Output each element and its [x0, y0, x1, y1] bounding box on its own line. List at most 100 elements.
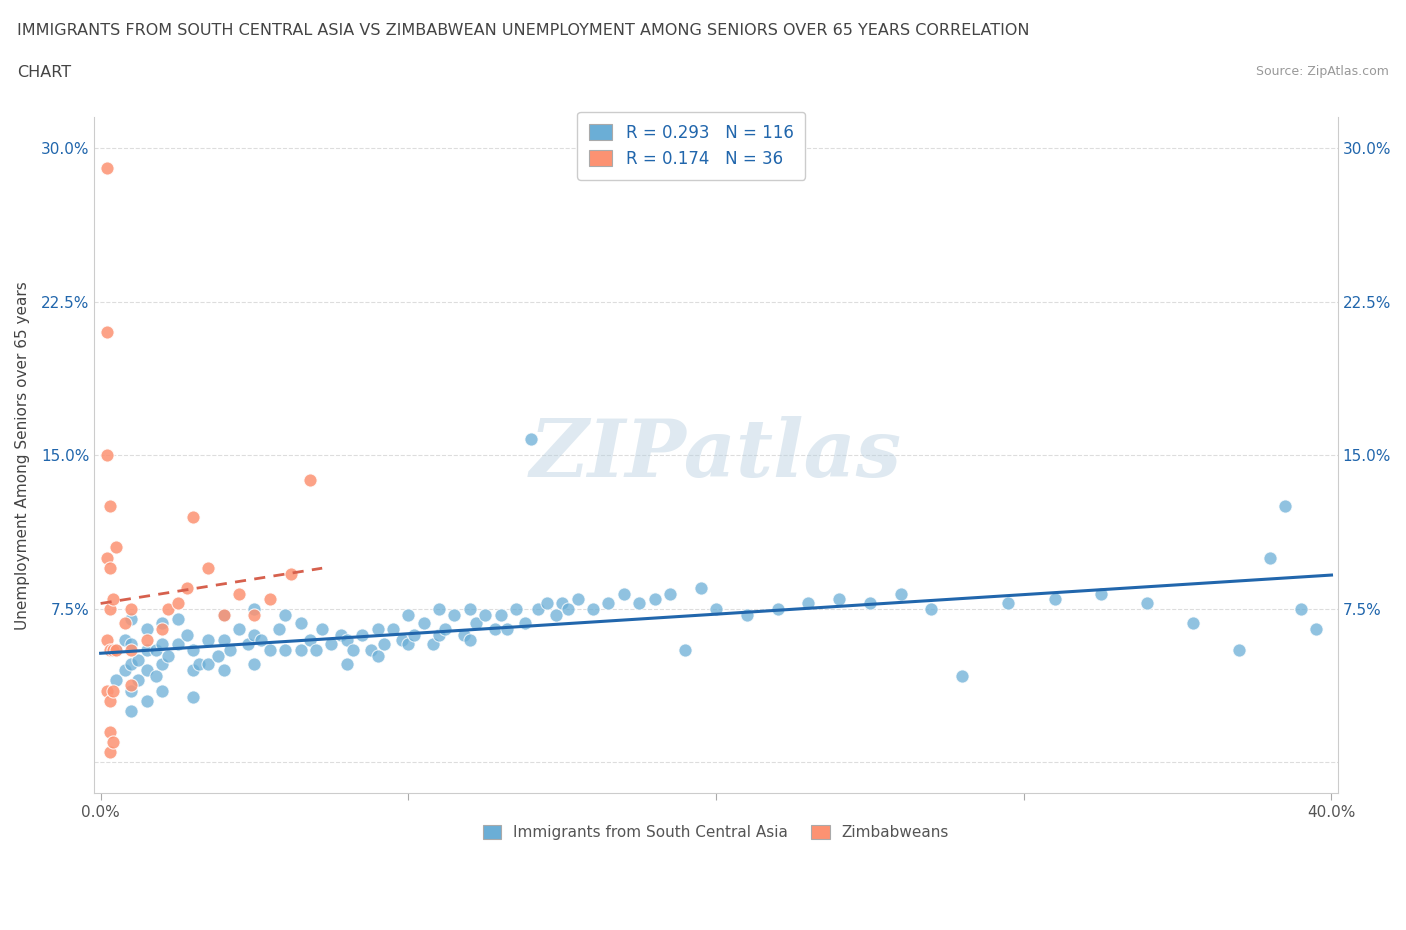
Point: [360, 643, 382, 658]
Point: [644, 591, 666, 606]
Point: [150, 636, 173, 651]
Point: [290, 643, 312, 658]
Point: [212, 607, 235, 622]
Point: [259, 591, 281, 606]
Point: [290, 616, 312, 631]
Point: [243, 628, 266, 643]
Point: [166, 612, 188, 627]
Point: [101, 643, 124, 658]
Point: [181, 510, 204, 525]
Point: [145, 669, 167, 684]
Point: [1182, 616, 1205, 631]
Point: [96, 447, 118, 462]
Point: [120, 636, 142, 651]
Point: [520, 432, 543, 446]
Point: [120, 684, 142, 698]
Point: [166, 595, 188, 610]
Point: [157, 648, 180, 663]
Point: [176, 628, 198, 643]
Point: [157, 602, 180, 617]
Point: [434, 622, 457, 637]
Point: [828, 591, 851, 606]
Point: [484, 622, 506, 637]
Point: [689, 581, 711, 596]
Point: [673, 643, 696, 658]
Point: [1305, 622, 1327, 637]
Point: [305, 643, 328, 658]
Point: [105, 673, 128, 688]
Point: [997, 595, 1019, 610]
Point: [98, 745, 121, 760]
Point: [465, 616, 488, 631]
Point: [1289, 602, 1312, 617]
Point: [212, 663, 235, 678]
Point: [114, 663, 136, 678]
Point: [274, 643, 297, 658]
Point: [381, 622, 404, 637]
Point: [150, 684, 173, 698]
Point: [114, 616, 136, 631]
Point: [412, 616, 434, 631]
Point: [1090, 587, 1112, 602]
Point: [228, 587, 250, 602]
Point: [298, 632, 321, 647]
Point: [269, 622, 291, 637]
Point: [105, 643, 128, 658]
Point: [101, 591, 124, 606]
Point: [212, 632, 235, 647]
Point: [127, 673, 149, 688]
Point: [197, 561, 219, 576]
Point: [181, 663, 204, 678]
Point: [336, 657, 359, 671]
Point: [1258, 551, 1281, 565]
Point: [404, 628, 426, 643]
Point: [218, 643, 240, 658]
Point: [280, 566, 302, 581]
Point: [920, 602, 942, 617]
Point: [458, 632, 481, 647]
Point: [311, 622, 333, 637]
Point: [150, 616, 173, 631]
Point: [150, 622, 173, 637]
Point: [145, 643, 167, 658]
Text: IMMIGRANTS FROM SOUTH CENTRAL ASIA VS ZIMBABWEAN UNEMPLOYMENT AMONG SENIORS OVER: IMMIGRANTS FROM SOUTH CENTRAL ASIA VS ZI…: [17, 23, 1029, 38]
Point: [336, 632, 359, 647]
Point: [166, 636, 188, 651]
Point: [766, 602, 789, 617]
Point: [557, 602, 579, 617]
Point: [98, 561, 121, 576]
Point: [613, 587, 636, 602]
Point: [526, 602, 548, 617]
Point: [238, 636, 260, 651]
Point: [135, 694, 157, 709]
Text: Source: ZipAtlas.com: Source: ZipAtlas.com: [1256, 65, 1389, 78]
Point: [489, 607, 512, 622]
Point: [950, 669, 973, 684]
Point: [298, 472, 321, 487]
Point: [101, 735, 124, 750]
Text: CHART: CHART: [17, 65, 70, 80]
Point: [598, 595, 620, 610]
Point: [98, 643, 121, 658]
Text: ZIPatlas: ZIPatlas: [530, 417, 903, 494]
Point: [96, 632, 118, 647]
Point: [658, 587, 681, 602]
Point: [453, 628, 475, 643]
Point: [536, 595, 558, 610]
Point: [422, 636, 444, 651]
Point: [427, 628, 450, 643]
Point: [352, 628, 374, 643]
Point: [101, 684, 124, 698]
Point: [135, 632, 157, 647]
Point: [567, 591, 589, 606]
Point: [396, 607, 419, 622]
Point: [495, 622, 517, 637]
Point: [321, 636, 343, 651]
Point: [114, 632, 136, 647]
Point: [249, 632, 271, 647]
Point: [135, 663, 157, 678]
Point: [367, 622, 389, 637]
Point: [329, 628, 352, 643]
Point: [105, 643, 128, 658]
Point: [176, 581, 198, 596]
